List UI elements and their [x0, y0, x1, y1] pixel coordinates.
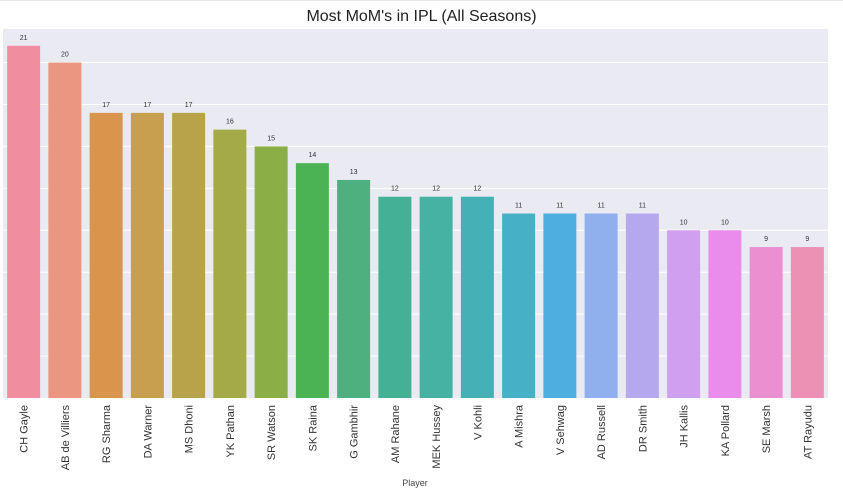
bar: [584, 213, 618, 398]
bar: [89, 112, 123, 398]
bar: [502, 213, 536, 398]
chart-title: Most MoM's in IPL (All Seasons): [306, 8, 537, 25]
bar: [254, 146, 288, 398]
data-label: 15: [267, 135, 275, 142]
data-label: 10: [721, 219, 729, 226]
x-tick-label: SE Marsh: [761, 405, 773, 453]
data-label: 12: [473, 186, 481, 193]
data-label: 20: [61, 52, 69, 59]
x-tick-label: V Kohli: [472, 405, 484, 440]
x-tick-label: V Sehwag: [555, 405, 567, 455]
bars: [7, 45, 824, 399]
x-tick-label: AM Rahane: [390, 405, 402, 463]
x-tick-label: AD Russell: [596, 405, 608, 459]
data-label: 9: [805, 236, 809, 243]
x-tick-label: G Gambhir: [349, 405, 361, 459]
bar: [790, 247, 824, 398]
x-tick-label: AT Rayudu: [802, 405, 814, 459]
data-label: 12: [391, 186, 399, 193]
data-label: 13: [350, 169, 358, 176]
bar: [749, 247, 783, 398]
x-tick-label: MEK Hussey: [431, 405, 443, 469]
bar: [130, 112, 164, 398]
bar: [213, 129, 247, 399]
x-tick-label: KA Pollard: [720, 405, 732, 456]
bar: [667, 230, 701, 398]
data-label: 9: [764, 236, 768, 243]
x-tick-label: A Mishra: [514, 404, 526, 448]
bar: [295, 163, 329, 398]
data-label: 11: [597, 203, 604, 210]
data-label: 11: [515, 203, 522, 210]
data-label: 11: [639, 203, 646, 210]
bar: [419, 196, 453, 398]
bar: [625, 213, 659, 398]
bar: [7, 45, 41, 398]
x-tick-label: AB de Villiers: [60, 405, 72, 471]
x-tick-label: JH Kallis: [679, 405, 691, 448]
x-tick-label: RG Sharma: [101, 404, 113, 463]
bar: [543, 213, 577, 398]
data-label: 11: [556, 203, 563, 210]
data-label: 12: [432, 186, 440, 193]
data-label: 17: [143, 102, 151, 109]
bar: [172, 112, 206, 398]
data-label: 17: [185, 102, 193, 109]
x-tick-label: CH Gayle: [19, 405, 31, 453]
top-border: [0, 0, 843, 1]
data-label: 10: [680, 219, 688, 226]
bar: [337, 179, 371, 398]
data-label: 21: [20, 35, 28, 42]
plot-area: [3, 29, 828, 398]
data-labels: 21 20 17 17 17 16 15 14 13 12 12 12 11 11 11 11 10 10 9 9: [20, 35, 810, 243]
x-tick-label: DA Warner: [142, 405, 154, 459]
bar: [460, 196, 494, 398]
bar: [48, 62, 82, 398]
data-label: 16: [226, 119, 234, 126]
x-tick-label: SR Watson: [266, 405, 278, 460]
x-tick-label: MS Dhoni: [184, 405, 196, 453]
bar: [378, 196, 412, 398]
data-label: 14: [308, 152, 316, 159]
bar: [708, 230, 742, 398]
x-tick-label: YK Pathan: [225, 405, 237, 458]
x-tick-labels: CH Gayle AB de Villiers RG Sharma DA Warner…: [19, 404, 815, 470]
x-tick-label: SK Raina: [307, 404, 319, 451]
data-label: 17: [102, 102, 110, 109]
x-axis-label: Player: [402, 478, 428, 488]
x-tick-label: DR Smith: [637, 405, 649, 452]
